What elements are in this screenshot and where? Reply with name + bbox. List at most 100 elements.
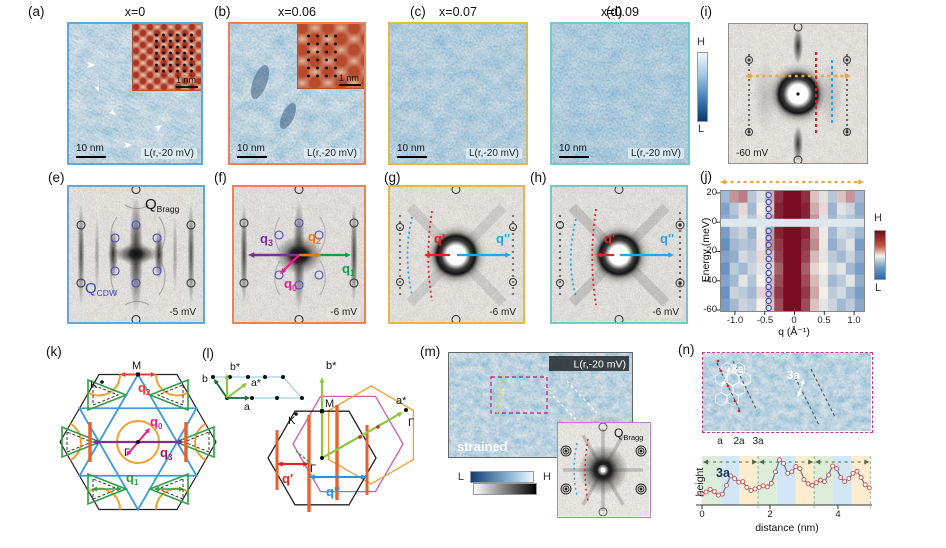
q-prime-label: q': [282, 471, 293, 486]
vector-a-label: a: [244, 401, 250, 413]
vector-a-star-arrow: [226, 383, 247, 399]
vector-a-arrow: [227, 395, 250, 401]
green-triangle-pockets: [61, 378, 215, 506]
fft-image-f: q3 q2 q0 q1 -6 mV: [232, 185, 366, 324]
panel-label-j: (j): [700, 169, 712, 184]
xtick: 1.0: [847, 315, 861, 326]
panel-label-f: (f): [214, 170, 227, 185]
y-axis-label: height: [694, 467, 706, 497]
scalebar: 10 nm: [559, 142, 589, 158]
fft-image-h: q' q'' -6 mV: [550, 185, 688, 324]
q-prime-label: q': [604, 231, 615, 246]
scalebar-text: 10 nm: [559, 142, 587, 154]
layer-tag: L(r,-20 mV): [465, 148, 522, 159]
q-double-prime-label: q'': [326, 484, 340, 499]
red-site-dots: [716, 359, 741, 413]
gamma-center-label: Γ: [310, 463, 316, 475]
vector-b-star-arrow: [224, 374, 230, 398]
xtick-0: 0: [699, 509, 705, 520]
panel-title-c: x=0.07: [439, 5, 477, 19]
q2-label: q2: [138, 380, 151, 397]
layer-tag: L(r,-20 mV): [303, 148, 360, 159]
period-arrow-left: [721, 367, 731, 387]
red-dashed-curve: [584, 438, 589, 502]
line-profile-chart: [696, 456, 872, 509]
line-profile-panel: a 2a 3a 3a 0 2 4 distance (nm) height: [690, 436, 900, 548]
q-cdw-label: QCDW: [85, 280, 117, 298]
green-dashed-vector: [295, 450, 310, 463]
magenta-hexagon: [292, 395, 404, 493]
fft-graphic-e: QBragg QCDW: [69, 187, 203, 322]
triangular-fermi-sheets: [77, 372, 199, 512]
panel-label-a: (a): [28, 4, 45, 19]
q-double-prime-arrow: [309, 474, 367, 480]
stm-image-a: 1 nm 10 nm L(r,-20 mV): [67, 22, 203, 165]
ytick: 20: [706, 187, 717, 198]
bias-label: -5 mV: [166, 307, 199, 318]
blue-dashed-curve: [406, 216, 413, 296]
blue-dashed-curve: [573, 442, 578, 496]
q-double-prime-arrow: [457, 252, 511, 258]
fft-graphic-g: q' q'': [390, 187, 523, 322]
b-star-label: b*: [326, 360, 337, 372]
q-prime-arrow: [424, 252, 450, 258]
m-point-label: M: [132, 360, 141, 372]
inset-scalebar-text: 1 nm: [176, 75, 197, 85]
y-axis-label: Energy (meV): [700, 217, 712, 283]
gamma-right-label: Γ: [408, 417, 414, 429]
yellow-dashed-line: [496, 374, 504, 416]
panel-label-h: (h): [530, 170, 547, 185]
panel-label-e: (e): [48, 170, 65, 185]
layer-tag: L(r,-20 mV): [140, 148, 197, 159]
scalebar: 10 nm: [237, 142, 267, 158]
central-ring: [587, 223, 651, 287]
hexagon-mesh-overlay: [714, 362, 751, 406]
q-prime-arrow: [596, 252, 614, 258]
atomic-lattice-inset: 1 nm: [297, 24, 364, 89]
panel-label-l: (l): [202, 346, 214, 361]
heatmap-plot: [720, 190, 865, 312]
side-peak-columns: [748, 54, 848, 138]
scalebar-text: 10 nm: [237, 142, 265, 154]
period-label-right: 3a: [787, 370, 800, 382]
central-ring: [424, 223, 488, 287]
band-label-a: a: [717, 436, 723, 447]
q1-label: q1: [342, 261, 355, 278]
blue-dashed-curve: [569, 218, 577, 298]
q3-label: q3: [260, 231, 273, 248]
panel-label-n: (n): [678, 342, 695, 357]
vector-b-star-label: b*: [230, 361, 240, 373]
panel-label-c: (c): [410, 4, 426, 19]
m-colorbar-blue: [470, 471, 534, 483]
stripe-phase-graphic: 3a 3a: [703, 353, 871, 431]
q1-arrow-left: [92, 486, 122, 492]
panel-title-a: x=0: [124, 5, 146, 19]
heatmap-axes-layer: [716, 179, 864, 315]
q-double-prime-label: q'': [660, 231, 674, 246]
period-3a-label: 3a: [716, 466, 730, 480]
inset-scalebar-text: 1 nm: [339, 73, 360, 83]
bragg-circle-markers: [239, 187, 359, 322]
m-colorbar-low-label: L: [457, 471, 464, 483]
panel-label-d: (d): [606, 4, 623, 19]
bragg-circle-markers: [76, 187, 196, 322]
m-colorbar-gray: [473, 483, 537, 495]
panel-label-k: (k): [46, 344, 62, 359]
panel-label-m: (m): [420, 344, 441, 359]
colorbar-high-label: H: [697, 36, 705, 48]
ytick: -40: [703, 275, 717, 286]
magenta-roi-box: [490, 376, 548, 414]
q2-arrow: [299, 252, 322, 258]
stm-image-d: 10 nm L(r,-20 mV): [550, 22, 690, 165]
cdw-circle-markers: [110, 220, 162, 288]
x-axis-label: q (Å⁻¹): [778, 326, 810, 338]
stripe-pattern: [69, 24, 201, 163]
fft-image-g: q' q'' -6 mV: [388, 185, 525, 324]
q0-arrow: [280, 254, 300, 274]
panel-title-b: x=0.06: [278, 5, 316, 19]
scalebar-text: 10 nm: [76, 142, 104, 154]
panel-label-g: (g): [384, 170, 401, 185]
colorbar-low-label: L: [874, 282, 882, 294]
period-arrow-right: [797, 379, 805, 397]
q-bragg-label: QBragg: [145, 196, 180, 214]
